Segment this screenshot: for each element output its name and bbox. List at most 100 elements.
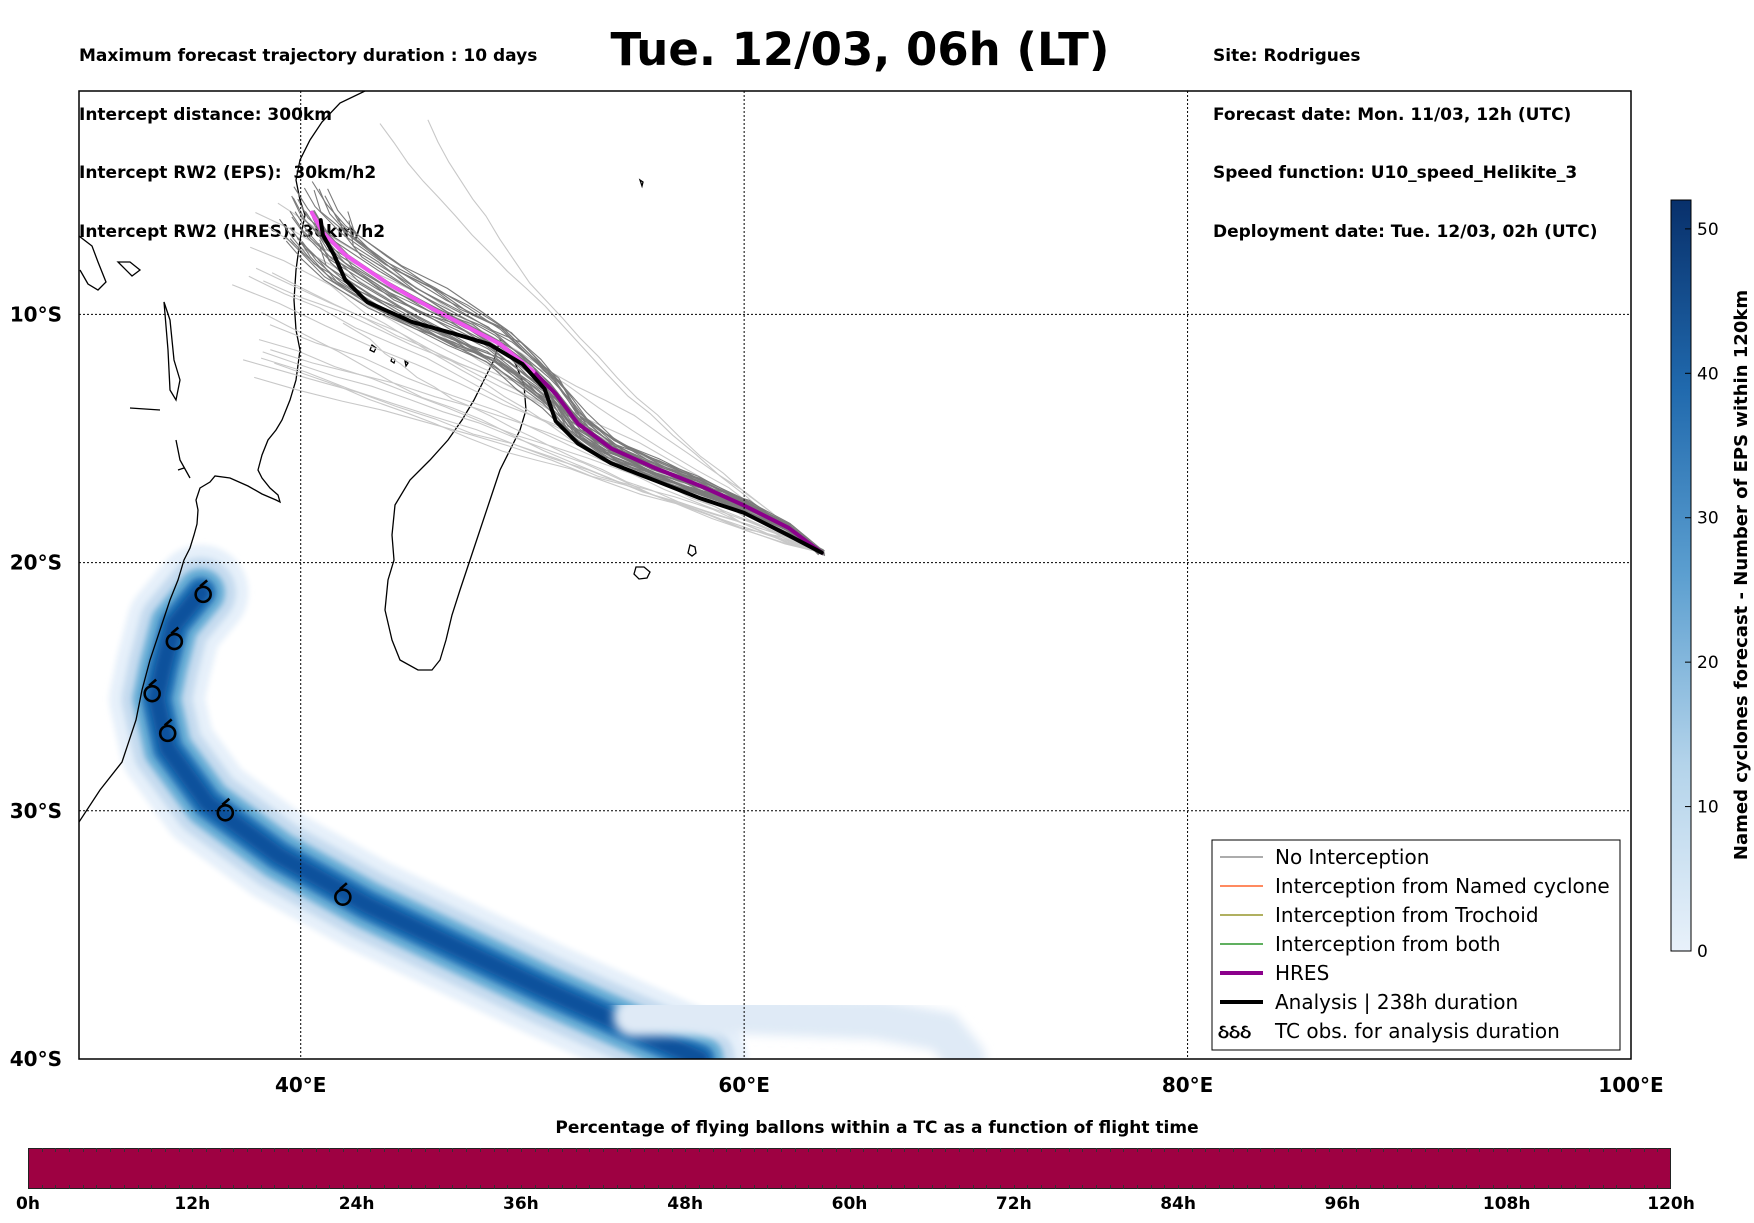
legend-label: No Interception [1275, 845, 1429, 869]
progress-minor-tick [1068, 1185, 1070, 1189]
progress-minor-tick [931, 1185, 933, 1189]
progress-minor-tick [233, 1148, 235, 1152]
header-left-line-1: Maximum forecast trajectory duration : 1… [79, 46, 538, 66]
progress-minor-tick [685, 1185, 687, 1189]
progress-minor-tick [329, 1185, 331, 1189]
progress-minor-tick [863, 1148, 865, 1152]
progress-minor-tick [835, 1185, 837, 1189]
progress-minor-tick [438, 1148, 440, 1152]
progress-minor-tick [876, 1185, 878, 1189]
progress-minor-tick [1137, 1185, 1139, 1189]
progress-minor-tick [986, 1148, 988, 1152]
progress-minor-tick [1534, 1148, 1536, 1152]
progress-minor-tick [1616, 1148, 1618, 1152]
progress-minor-tick [247, 1148, 249, 1152]
progress-minor-tick [137, 1148, 139, 1152]
progress-minor-tick [781, 1148, 783, 1152]
progress-minor-tick [1137, 1148, 1139, 1152]
header-right-line-2: Forecast date: Mon. 11/03, 12h (UTC) [1213, 104, 1572, 125]
tc-obs-icon [165, 626, 184, 651]
progress-minor-tick [863, 1185, 865, 1189]
progress-tick-label: 0h [16, 1194, 40, 1214]
map-title: Tue. 12/03, 06h (LT) [610, 23, 1110, 76]
progress-minor-tick [493, 1185, 495, 1189]
progress-minor-tick [1315, 1148, 1317, 1152]
progress-minor-tick [1643, 1148, 1645, 1152]
header-right-line-1: Site: Rodrigues [1213, 46, 1361, 66]
progress-minor-tick [397, 1148, 399, 1152]
lat-tick-labels: 10°S 20°S 30°S 40°S [10, 302, 62, 1071]
progress-minor-tick [1150, 1185, 1152, 1189]
header-right-line-3: Speed function: U10_speed_Helikite_3 [1213, 163, 1578, 183]
eps-track-light [242, 359, 822, 554]
eps-track-light [261, 311, 822, 554]
progress-minor-tick [411, 1185, 413, 1189]
progress-minor-tick [630, 1185, 632, 1189]
lon-tick-label: 100°E [1598, 1073, 1663, 1097]
progress-minor-tick [1342, 1185, 1344, 1189]
progress-minor-tick [1191, 1148, 1193, 1152]
progress-minor-tick [1657, 1185, 1659, 1189]
colorbar-tick-label: 30 [1697, 509, 1719, 529]
progress-minor-tick [110, 1148, 112, 1152]
progress-minor-tick [110, 1185, 112, 1189]
progress-minor-tick [383, 1185, 385, 1189]
legend-tc-icon: ઠઠઠ [1218, 1021, 1251, 1043]
eps-track-light [274, 362, 822, 554]
progress-minor-tick [1629, 1148, 1631, 1152]
progress-minor-tick [1383, 1185, 1385, 1189]
eps-track [318, 188, 826, 556]
progress-minor-tick [1068, 1148, 1070, 1152]
progress-minor-tick [342, 1148, 344, 1152]
progress-minor-tick [534, 1148, 536, 1152]
progress-minor-tick [1451, 1185, 1453, 1189]
progress-minor-tick [1013, 1185, 1015, 1189]
tc-obs-icon [216, 797, 235, 822]
progress-minor-tick [151, 1185, 153, 1189]
progress-minor-tick [151, 1148, 153, 1152]
progress-minor-tick [767, 1185, 769, 1189]
gridlines [79, 91, 1631, 1059]
progress-minor-tick [589, 1148, 591, 1152]
progress-minor-tick [1246, 1148, 1248, 1152]
progress-minor-tick [1109, 1185, 1111, 1189]
progress-minor-tick [383, 1148, 385, 1152]
progress-minor-tick [849, 1148, 851, 1152]
progress-minor-tick [1301, 1148, 1303, 1152]
eps-track [289, 238, 823, 554]
header-left-info: Maximum forecast trajectory duration : 1… [79, 8, 537, 262]
tc-obs-icon [143, 678, 161, 703]
progress-minor-tick [1657, 1148, 1659, 1152]
progress-minor-tick [603, 1185, 605, 1189]
progress-minor-tick [520, 1185, 522, 1189]
progress-minor-tick [205, 1148, 207, 1152]
progress-minor-tick [247, 1185, 249, 1189]
eps-track [313, 189, 825, 554]
progress-minor-tick [1465, 1185, 1467, 1189]
progress-minor-tick [1273, 1185, 1275, 1189]
progress-minor-tick [685, 1148, 687, 1152]
progress-minor-tick [219, 1185, 221, 1189]
progress-minor-tick [945, 1148, 947, 1152]
progress-minor-tick [644, 1185, 646, 1189]
progress-minor-tick [712, 1148, 714, 1152]
progress-minor-tick [1219, 1185, 1221, 1189]
progress-minor-tick [575, 1185, 577, 1189]
progress-minor-tick [1205, 1185, 1207, 1189]
progress-minor-tick [452, 1148, 454, 1152]
eps-track-light [262, 351, 822, 554]
progress-minor-tick [1479, 1185, 1481, 1189]
progress-minor-tick [1000, 1148, 1002, 1152]
progress-minor-tick [972, 1148, 974, 1152]
progress-minor-tick [1027, 1185, 1029, 1189]
progress-minor-tick [616, 1148, 618, 1152]
progress-minor-tick [698, 1185, 700, 1189]
progress-minor-tick [1013, 1148, 1015, 1152]
progress-tick-label: 48h [667, 1194, 704, 1214]
progress-minor-tick [849, 1185, 851, 1189]
progress-minor-tick [959, 1148, 961, 1152]
progress-minor-tick [808, 1185, 810, 1189]
progress-minor-tick [1438, 1185, 1440, 1189]
progress-minor-tick [1246, 1185, 1248, 1189]
progress-minor-tick [712, 1185, 714, 1189]
